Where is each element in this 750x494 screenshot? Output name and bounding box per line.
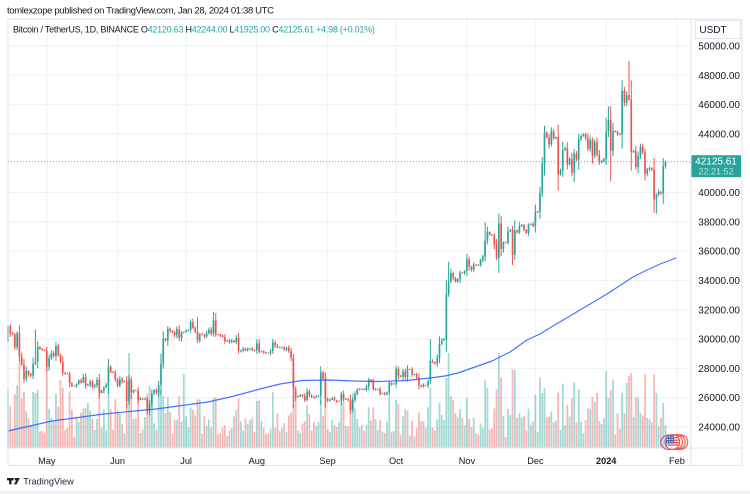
svg-text:32000.00: 32000.00 (698, 305, 740, 316)
svg-text:Jun: Jun (110, 456, 125, 466)
svg-text:26000.00: 26000.00 (698, 393, 740, 404)
svg-text:50000.00: 50000.00 (698, 42, 740, 53)
svg-text:48000.00: 48000.00 (698, 71, 740, 82)
svg-text:46000.00: 46000.00 (698, 100, 740, 111)
svg-text:Jul: Jul (180, 456, 192, 466)
svg-text:24000.00: 24000.00 (698, 423, 740, 434)
svg-text:Feb: Feb (669, 456, 685, 466)
svg-text:Dec: Dec (527, 456, 544, 466)
svg-text:2024: 2024 (596, 456, 617, 466)
svg-text:Bitcoin / TetherUS, 1D, BINANC: Bitcoin / TetherUS, 1D, BINANCE O42120.6… (13, 25, 375, 35)
svg-text:Oct: Oct (389, 456, 404, 466)
svg-text:30000.00: 30000.00 (698, 335, 740, 346)
svg-text:May: May (38, 456, 56, 466)
svg-text:USDT: USDT (699, 25, 726, 36)
svg-text:42125.61: 42125.61 (695, 157, 737, 168)
svg-text:Aug: Aug (249, 456, 265, 466)
svg-text:Sep: Sep (319, 456, 335, 466)
svg-text:40000.00: 40000.00 (698, 188, 740, 199)
svg-text:22:21:52: 22:21:52 (698, 167, 733, 177)
svg-text:Nov: Nov (459, 456, 476, 466)
svg-text:34000.00: 34000.00 (698, 276, 740, 287)
svg-text:44000.00: 44000.00 (698, 129, 740, 140)
svg-text:38000.00: 38000.00 (698, 217, 740, 228)
svg-text:tomlexzope published on Tradin: tomlexzope published on TradingView.com,… (7, 6, 274, 17)
svg-text:28000.00: 28000.00 (698, 364, 740, 375)
svg-text:36000.00: 36000.00 (698, 247, 740, 258)
svg-text:TradingView: TradingView (23, 477, 74, 487)
